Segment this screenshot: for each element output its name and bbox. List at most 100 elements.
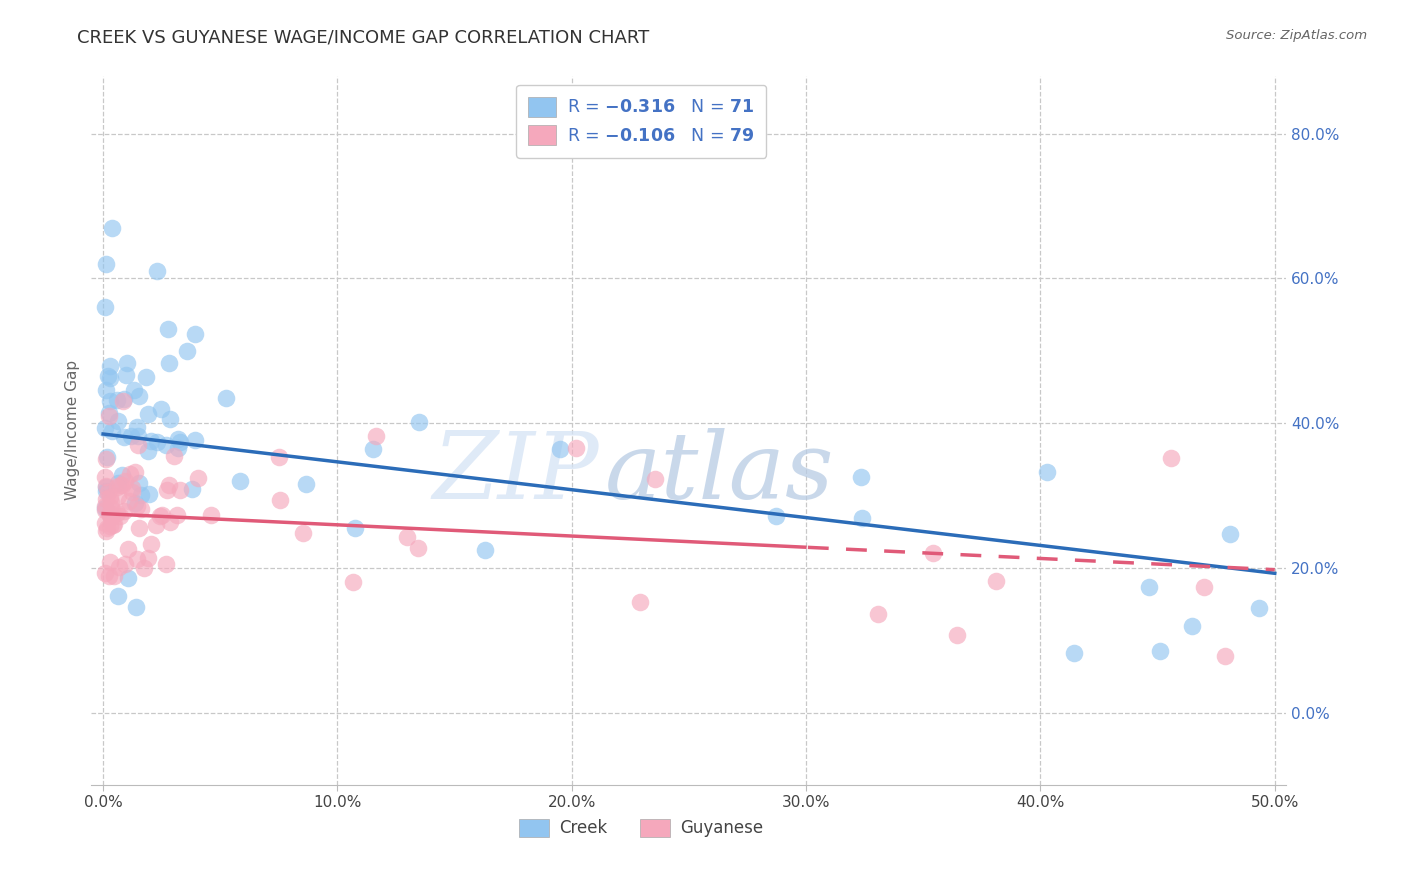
- Point: [129, 501, 152, 516]
- Point: [98, 406, 121, 420]
- Point: [149, 401, 172, 416]
- Point: [111, 477, 134, 491]
- Point: [117, 542, 139, 557]
- Point: [107, 490, 129, 504]
- Point: [114, 558, 136, 572]
- Point: [103, 518, 125, 533]
- Point: [361, 442, 384, 456]
- Point: [98, 508, 121, 523]
- Point: [922, 546, 945, 560]
- Point: [94, 499, 117, 513]
- Point: [145, 517, 167, 532]
- Text: ZIP: ZIP: [433, 428, 599, 518]
- Point: [159, 412, 181, 426]
- Point: [112, 392, 135, 406]
- Point: [100, 509, 122, 524]
- Point: [94, 503, 117, 517]
- Point: [267, 450, 290, 465]
- Point: [96, 491, 118, 506]
- Point: [94, 516, 117, 530]
- Point: [120, 429, 142, 443]
- Point: [101, 220, 124, 235]
- Point: [111, 394, 134, 409]
- Point: [128, 389, 150, 403]
- Point: [100, 500, 122, 515]
- Point: [125, 420, 148, 434]
- Point: [94, 479, 117, 493]
- Point: [127, 438, 149, 452]
- Point: [406, 541, 429, 556]
- Point: [125, 599, 148, 614]
- Point: [136, 550, 159, 565]
- Point: [169, 483, 191, 497]
- Point: [98, 506, 121, 520]
- Point: [117, 356, 139, 370]
- Point: [94, 383, 117, 397]
- Point: [136, 407, 159, 421]
- Point: [94, 452, 117, 467]
- Point: [184, 326, 207, 341]
- Point: [100, 495, 122, 509]
- Point: [291, 526, 314, 541]
- Point: [167, 432, 190, 446]
- Point: [1219, 526, 1241, 541]
- Point: [115, 368, 138, 383]
- Point: [117, 494, 139, 508]
- Point: [366, 429, 388, 443]
- Point: [628, 595, 651, 609]
- Point: [180, 482, 202, 496]
- Point: [156, 483, 179, 498]
- Point: [98, 490, 121, 504]
- Point: [295, 477, 318, 491]
- Point: [644, 472, 666, 486]
- Text: atlas: atlas: [605, 428, 835, 518]
- Point: [139, 537, 162, 551]
- Point: [94, 479, 117, 493]
- Legend: Creek, Guyanese: Creek, Guyanese: [512, 812, 770, 844]
- Point: [148, 508, 170, 523]
- Point: [1213, 648, 1236, 663]
- Point: [103, 568, 125, 582]
- Point: [849, 469, 872, 483]
- Point: [100, 359, 122, 373]
- Point: [269, 493, 291, 508]
- Point: [128, 475, 150, 490]
- Point: [187, 470, 209, 484]
- Point: [97, 485, 120, 500]
- Point: [98, 393, 121, 408]
- Point: [138, 486, 160, 500]
- Point: [117, 571, 139, 585]
- Point: [108, 560, 131, 574]
- Point: [135, 369, 157, 384]
- Point: [97, 409, 120, 423]
- Point: [100, 555, 122, 569]
- Point: [474, 543, 496, 558]
- Text: Source: ZipAtlas.com: Source: ZipAtlas.com: [1226, 29, 1367, 42]
- Y-axis label: Wage/Income Gap: Wage/Income Gap: [65, 360, 80, 500]
- Point: [765, 508, 787, 523]
- Point: [1181, 619, 1204, 633]
- Point: [166, 441, 188, 455]
- Point: [110, 508, 132, 523]
- Point: [1149, 644, 1171, 658]
- Point: [134, 561, 156, 575]
- Point: [565, 441, 588, 455]
- Point: [128, 521, 150, 535]
- Point: [1192, 581, 1215, 595]
- Point: [122, 383, 145, 397]
- Point: [1249, 600, 1271, 615]
- Point: [851, 510, 873, 524]
- Point: [868, 607, 890, 621]
- Point: [94, 420, 117, 434]
- Point: [396, 531, 419, 545]
- Point: [127, 429, 149, 443]
- Point: [96, 450, 118, 464]
- Point: [118, 467, 141, 482]
- Point: [105, 506, 128, 520]
- Point: [111, 467, 134, 482]
- Point: [127, 551, 149, 566]
- Point: [97, 569, 120, 583]
- Point: [139, 434, 162, 448]
- Point: [114, 474, 136, 488]
- Point: [155, 438, 177, 452]
